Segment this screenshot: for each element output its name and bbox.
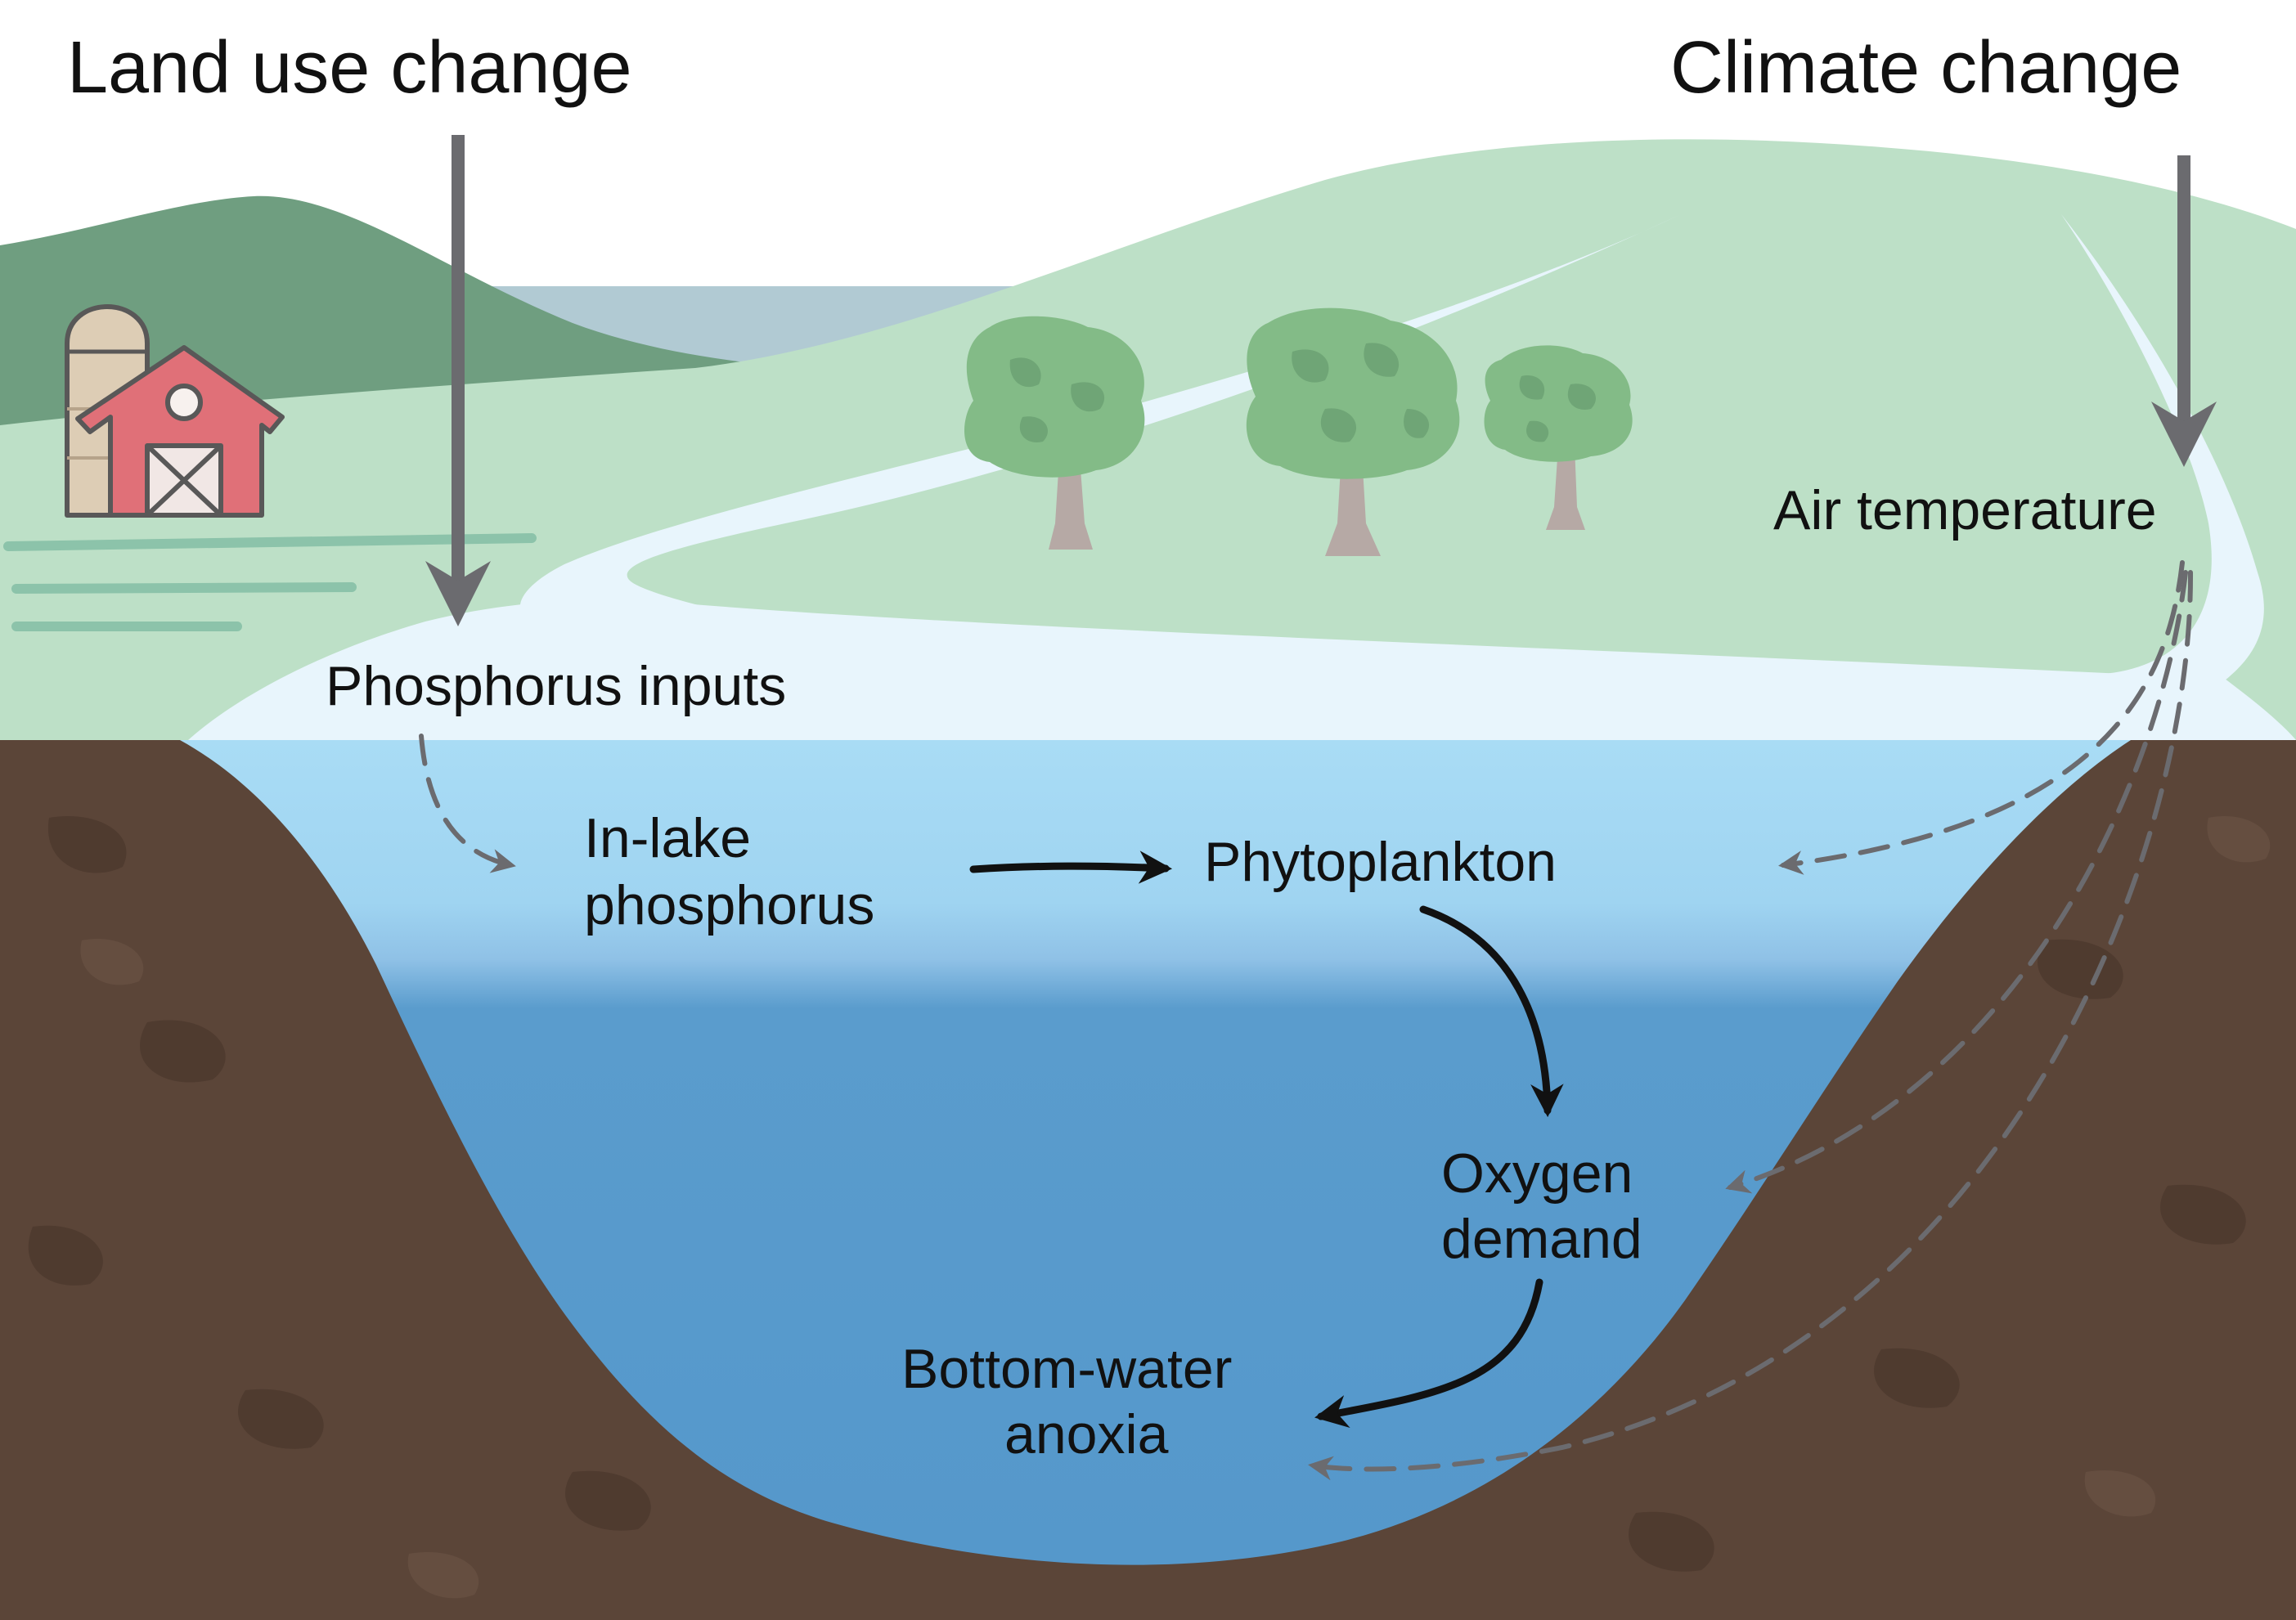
air-temp-to-oxygen-demand-arrow (1725, 570, 2188, 1194)
trees (964, 307, 1633, 556)
air-temp-to-anoxia-arrow (1308, 570, 2194, 1481)
dashed-influence-arrows (419, 560, 2194, 1481)
phosphorus-inputs-to-in-lake-arrow (419, 734, 516, 873)
in-lake-to-phytoplankton-arrow (969, 850, 1173, 884)
barn-icon (75, 345, 285, 518)
bottom-water-anoxia-label-line2: anoxia (1004, 1403, 1169, 1465)
air-temperature-label: Air temperature (1773, 479, 2157, 541)
in-lake-phosphorus-label-line2: phosphorus (584, 874, 874, 936)
oxygen-demand-label-line1: Oxygen (1441, 1142, 1633, 1205)
oxygen-demand-to-anoxia-arrow (1314, 1278, 1543, 1428)
tree-icon (964, 316, 1145, 550)
landscape (0, 139, 2296, 741)
in-lake-phosphorus-label-line1: In-lake (584, 807, 751, 869)
air-temp-to-phytoplankton-arrow (1778, 560, 2185, 875)
farm-barn-icon (65, 304, 285, 518)
causal-arrows (969, 850, 1564, 1428)
phytoplankton-label: Phytoplankton (1204, 831, 1557, 893)
lake (180, 740, 2131, 1565)
climate-change-label: Climate change (1670, 27, 2181, 109)
phosphorus-inputs-label: Phosphorus inputs (326, 655, 786, 717)
oxygen-demand-label-line2: demand (1441, 1208, 1642, 1270)
shore (0, 599, 2296, 740)
phytoplankton-to-oxygen-demand-arrow (1419, 905, 1564, 1118)
land-use-change-label: Land use change (67, 27, 632, 109)
bottom-water-anoxia-label-line1: Bottom-water (901, 1338, 1232, 1400)
tree-icon (1484, 345, 1633, 530)
tree-icon (1246, 307, 1460, 556)
